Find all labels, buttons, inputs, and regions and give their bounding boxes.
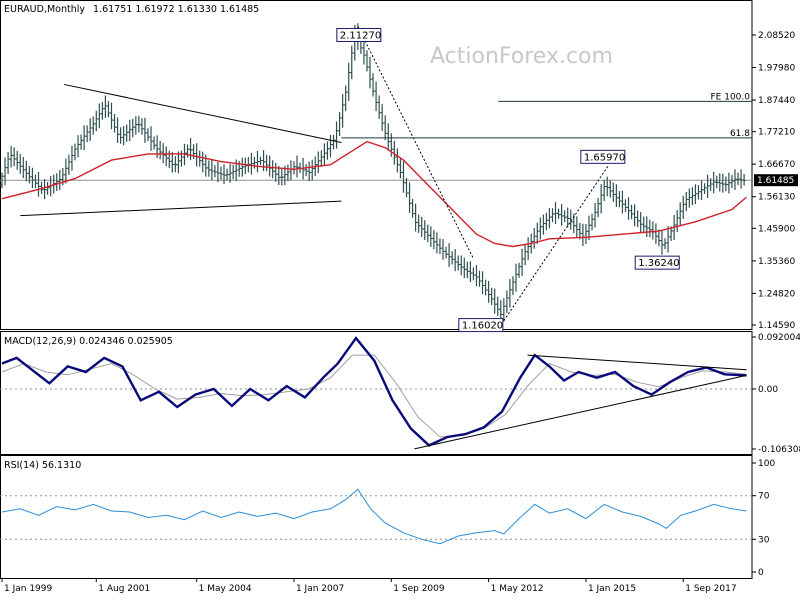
macd-trendline <box>414 374 747 450</box>
y-tick-label: 70 <box>758 492 770 502</box>
gridlines <box>0 179 752 540</box>
price-annotation: 1.65970 <box>580 149 626 164</box>
x-tick-label: 1 Jan 1999 <box>4 584 52 594</box>
current-price-tag: 1.61485 <box>754 174 798 187</box>
y-tick-label: 1.45900 <box>758 224 795 234</box>
price-annotation-box <box>458 318 504 333</box>
y-axis-ticks: 2.08520 1.97980 1.87440 1.77210 1.66670 1.561… <box>752 31 800 578</box>
x-tick-label: 1 Sep 2009 <box>393 584 445 594</box>
price-trendline <box>357 26 474 258</box>
panel-frame-0 <box>0 0 753 330</box>
price-annotation-box <box>580 149 626 164</box>
y-tick-label: -0.106308 <box>758 445 800 455</box>
macd-panel <box>1 336 747 450</box>
price-annotations: 2.11270 1.65970 1.36240 1.16020 <box>336 27 680 333</box>
watermark: ActionForex.com <box>430 44 613 69</box>
rsi-panel <box>1 488 747 545</box>
y-tick-label: 1.56130 <box>758 193 795 203</box>
y-tick-label: 1.66670 <box>758 160 795 170</box>
symbol-label: EURAUD,Monthly <box>4 4 85 15</box>
x-tick-label: 1 Jan 2007 <box>296 584 344 594</box>
price-panel: FE 100.0 61.8 2.11270 1.65970 1.36240 1.1602… <box>0 23 752 333</box>
rsi-title: RSI(14) 56.1310 <box>4 460 81 471</box>
y-tick-label: 1.24820 <box>758 289 795 299</box>
current-price-value: 1.61485 <box>757 176 794 186</box>
x-tick-label: 1 Sep 2017 <box>685 584 736 594</box>
macd-trendlines <box>414 354 747 450</box>
x-tick-label: 1 May 2012 <box>491 584 544 594</box>
x-tick-label: 1 Aug 2001 <box>98 584 150 594</box>
y-tick-label: 0 <box>758 568 764 578</box>
price-trendlines <box>20 26 609 321</box>
current-price-tag-background <box>754 174 798 187</box>
y-tick-label: 2.08520 <box>758 31 795 41</box>
price-annotation-box <box>634 255 680 270</box>
y-tick-label: 0.092004 <box>758 333 800 343</box>
price-trendline <box>20 200 342 217</box>
y-tick-label: 1.35360 <box>758 257 795 267</box>
chart-header: EURAUD,Monthly 1.61751 1.61972 1.61330 1… <box>4 4 259 15</box>
macd-line <box>1 336 747 447</box>
price-annotation: 1.16020 <box>458 318 504 333</box>
price-annotation-text: 1.16020 <box>462 321 503 332</box>
price-annotation-text: 1.36240 <box>638 258 679 269</box>
price-annotation-text: 1.65970 <box>584 152 625 163</box>
price-trendline <box>63 83 342 143</box>
ohlc-values: 1.61751 1.61972 1.61330 1.61485 <box>93 4 259 15</box>
x-axis-ticks: 1 Jan 1999 1 Aug 2001 1 May 2004 1 Jan 2007… <box>1 578 737 594</box>
y-tick-label: 1.87440 <box>758 96 795 106</box>
y-tick-label: 1.77210 <box>758 128 795 138</box>
x-tick-label: 1 May 2004 <box>199 584 252 594</box>
macd-trendline <box>527 354 747 371</box>
price-annotation: 1.36240 <box>634 255 680 270</box>
panel-frames <box>0 0 753 579</box>
y-tick-label: 0.00 <box>758 385 778 395</box>
price-bars <box>0 23 746 323</box>
y-tick-label: 30 <box>758 535 770 545</box>
price-annotation: 2.11270 <box>336 27 382 42</box>
macd-title: MACD(12,26,9) 0.024346 0.025905 <box>4 336 173 347</box>
panel-frame-2 <box>0 455 753 579</box>
fib-level-label: 61.8 <box>730 129 750 139</box>
moving-average-line <box>1 140 747 248</box>
price-annotation-text: 2.11270 <box>340 30 381 41</box>
y-tick-label: 100 <box>758 459 775 469</box>
price-annotation-box <box>336 27 382 42</box>
ohlc-bar <box>742 174 746 186</box>
fibonacci-levels: FE 100.0 61.8 <box>341 92 752 139</box>
y-tick-label: 1.14590 <box>758 321 795 331</box>
y-tick-label: 1.97980 <box>758 64 795 74</box>
x-tick-label: 1 Jan 2015 <box>588 584 636 594</box>
panel-frame-1 <box>0 331 753 455</box>
price-trendline <box>503 166 609 321</box>
fib-level-label: FE 100.0 <box>711 92 751 102</box>
rsi-line <box>1 488 747 545</box>
